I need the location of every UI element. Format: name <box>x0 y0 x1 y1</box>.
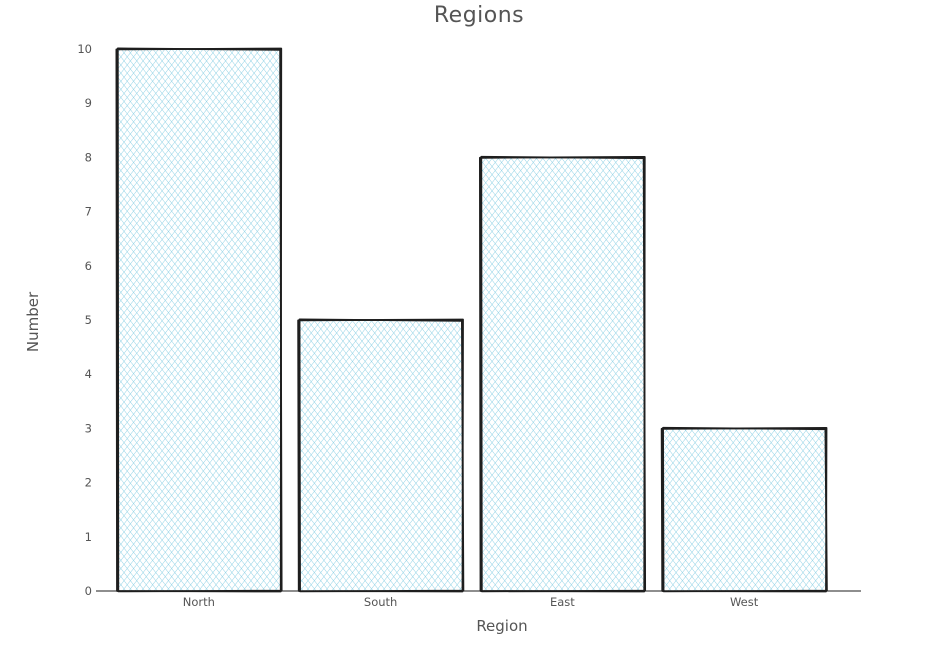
chart-title: Regions <box>434 3 524 28</box>
y-axis-label: Number <box>24 291 42 352</box>
bar-north <box>115 47 283 593</box>
y-tick-label-6: 6 <box>85 259 92 273</box>
y-tick-label-2: 2 <box>85 476 92 490</box>
bar-west <box>660 426 828 593</box>
x-tick-label-north: North <box>183 595 215 609</box>
x-axis-ticks: North South East West <box>183 595 759 609</box>
bar-east <box>479 155 647 593</box>
x-tick-label-east: East <box>550 595 575 609</box>
y-tick-label-7: 7 <box>85 205 92 219</box>
bars-layer <box>115 47 828 593</box>
y-tick-label-9: 9 <box>85 96 92 110</box>
y-tick-label-5: 5 <box>85 313 92 327</box>
bar-fill-hatch-b <box>662 428 826 591</box>
x-tick-label-south: South <box>364 595 397 609</box>
y-tick-label-3: 3 <box>85 421 92 435</box>
y-tick-label-8: 8 <box>85 150 92 164</box>
y-tick-label-10: 10 <box>77 42 92 56</box>
x-tick-label-west: West <box>730 595 759 609</box>
y-axis-ticks: 0 1 2 3 4 5 6 7 8 9 10 <box>77 42 92 598</box>
bar-fill-hatch-b <box>480 157 645 591</box>
y-tick-label-0: 0 <box>85 584 92 598</box>
bar-fill-hatch-b <box>117 49 281 591</box>
y-tick-label-1: 1 <box>85 530 92 544</box>
bar-fill-hatch-b <box>298 320 463 591</box>
x-axis-label: Region <box>476 617 527 635</box>
bar-south <box>297 318 465 593</box>
y-tick-label-4: 4 <box>85 367 92 381</box>
